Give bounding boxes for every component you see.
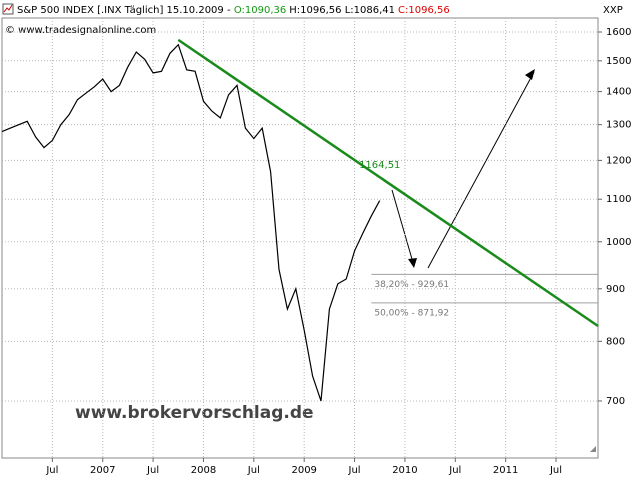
corner-icon (590, 446, 596, 452)
trend-label: 1164,51 (359, 160, 400, 171)
y-tick-label: 800 (606, 336, 625, 347)
x-tick-label: 2007 (90, 465, 115, 476)
x-tick-label: 2010 (392, 465, 417, 476)
chart-title: S&P 500 INDEX [.INX Täglich] 15.10.2009 … (17, 5, 450, 16)
quote: C:1096,56 (398, 5, 450, 16)
arrowhead (525, 69, 535, 80)
y-tick-label: 900 (606, 284, 625, 295)
quote: O:1090,36 (234, 5, 286, 16)
x-tick-label: 2011 (493, 465, 518, 476)
x-tick-label: Jul (448, 465, 461, 476)
forecast-arrows (391, 69, 535, 269)
x-tick-label: Jul (146, 465, 159, 476)
plot-frame (1, 17, 599, 459)
chart-icon-line (3, 4, 13, 13)
arrow-up (427, 71, 535, 269)
y-tick-label: 700 (606, 396, 625, 407)
level-label: 50,00% - 871,92 (374, 308, 449, 318)
x-tick-label: 2009 (291, 465, 316, 476)
x-tick-label: Jul (549, 465, 562, 476)
trendline (177, 38, 599, 328)
arrow-down (391, 189, 415, 267)
level-label: 38,20% - 929,61 (374, 280, 449, 290)
y-tick-label: 1600 (606, 27, 631, 38)
y-tick-label: 1500 (606, 56, 631, 67)
exchange: XXP (603, 5, 623, 16)
quote: H:1096,56 L:1086,41 (289, 5, 395, 16)
price-line (1, 43, 381, 402)
y-tick-label: 1400 (606, 87, 631, 98)
watermark: www.brokervorschlag.de (75, 403, 314, 423)
x-tick-label: 2008 (191, 465, 216, 476)
y-tick-label: 1000 (606, 237, 631, 248)
x-tick-label: Jul (247, 465, 260, 476)
x-tick-label: Jul (348, 465, 361, 476)
x-tick-label: Jul (45, 465, 58, 476)
y-tick-label: 1100 (606, 194, 631, 205)
y-tick-label: 1300 (606, 120, 631, 131)
y-tick-label: 1200 (606, 155, 631, 166)
source: © www.tradesignalonline.com (5, 25, 156, 36)
arrowhead (408, 258, 417, 268)
